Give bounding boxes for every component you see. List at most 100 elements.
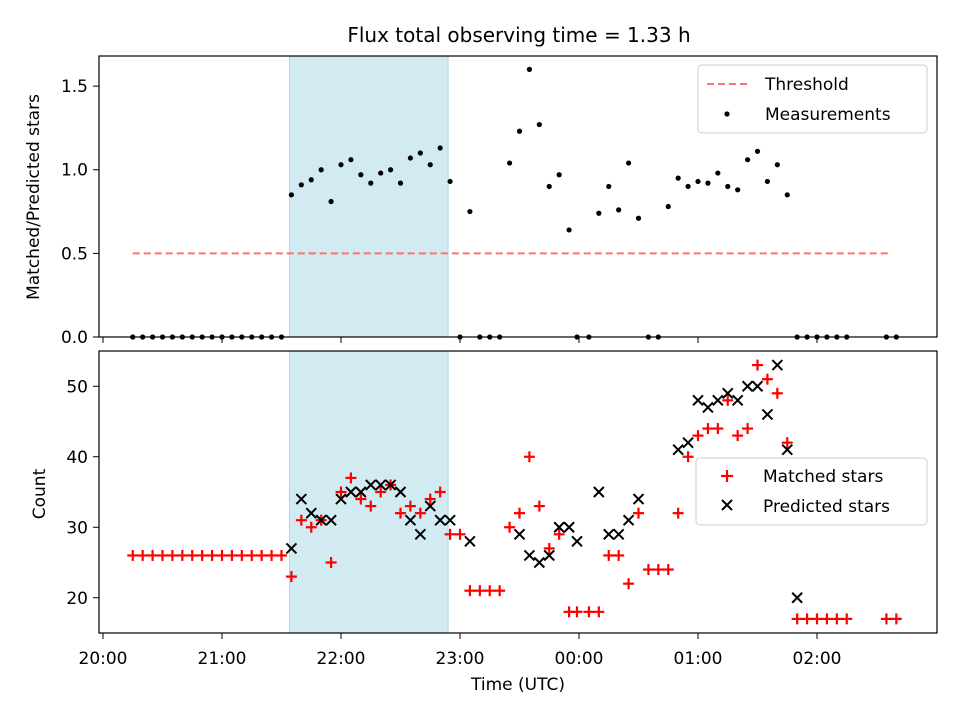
predicted-point xyxy=(791,592,803,604)
shaded-span-rect xyxy=(288,55,449,338)
predicted-point xyxy=(553,521,565,533)
measurement-point xyxy=(754,148,761,154)
legend-measurements-swatch xyxy=(724,111,730,117)
matched-point xyxy=(206,549,218,561)
matched-point xyxy=(821,613,833,625)
bottom-y-ticks: 20 30 40 50 xyxy=(66,377,99,609)
matched-point xyxy=(305,521,317,533)
matched-point xyxy=(166,549,178,561)
measurement-point xyxy=(368,180,374,186)
predicted-point xyxy=(771,359,784,371)
matched-point xyxy=(771,387,783,399)
matched-point xyxy=(474,585,486,597)
matched-point xyxy=(841,613,853,625)
predicted-point xyxy=(305,507,317,519)
predicted-point xyxy=(434,514,446,526)
matched-point xyxy=(424,493,436,505)
matched-point xyxy=(345,472,357,484)
predicted-point xyxy=(702,401,714,414)
matched-point xyxy=(196,549,208,561)
measurement-point xyxy=(665,203,671,210)
measurement-point xyxy=(506,160,513,166)
measurement-point xyxy=(725,183,731,190)
matched-point xyxy=(186,549,198,561)
measurement-point xyxy=(596,210,602,216)
matched-point xyxy=(335,486,347,498)
top-shaded-span xyxy=(288,55,449,338)
predicted-point xyxy=(315,514,327,526)
bottom-y-axis-label: Count xyxy=(30,468,50,519)
matched-point xyxy=(266,549,278,561)
bottom-shaded-span xyxy=(288,350,449,634)
x-tick-label: 20:00 xyxy=(79,649,128,669)
matched-point xyxy=(176,549,188,561)
measurement-point xyxy=(705,180,711,186)
matched-point xyxy=(464,585,476,597)
matched-point xyxy=(256,549,268,561)
predicted-point xyxy=(612,528,625,541)
matched-point xyxy=(365,500,377,512)
matched-point xyxy=(414,507,426,519)
measurement-point xyxy=(774,162,780,168)
predicted-point xyxy=(295,493,308,505)
y-tick-label: 50 xyxy=(66,377,88,397)
matched-point xyxy=(781,437,793,449)
measurement-point xyxy=(744,157,751,163)
predicted-point xyxy=(325,514,337,526)
predicted-point xyxy=(404,514,417,526)
bottom-panel: 20 30 40 50 20:00 21:00 22:00 23:00 00:00 01:00 0… xyxy=(30,350,938,695)
measurement-point xyxy=(308,177,314,183)
matched-point xyxy=(811,613,823,625)
measurement-point xyxy=(467,208,473,215)
matched-point xyxy=(662,564,674,576)
predicted-point xyxy=(365,479,377,491)
predicted-point xyxy=(632,493,645,505)
top-legend: Threshold Measurements xyxy=(697,64,928,134)
predicted-point xyxy=(424,500,436,512)
measurement-point xyxy=(417,150,423,156)
matched-point xyxy=(761,373,773,385)
measurement-point xyxy=(735,187,741,193)
matched-point xyxy=(732,430,744,442)
matched-point xyxy=(375,486,387,498)
matched-point xyxy=(623,578,635,590)
matched-point xyxy=(295,514,307,526)
matched-point xyxy=(553,528,565,540)
matched-point xyxy=(613,549,625,561)
x-tick-label: 00:00 xyxy=(555,649,604,669)
measurement-point xyxy=(288,192,295,198)
predicted-point xyxy=(394,486,407,498)
x-tick-label: 22:00 xyxy=(317,649,366,669)
measurement-point xyxy=(695,178,701,185)
measurement-point xyxy=(387,167,394,173)
matched-point xyxy=(682,451,694,463)
matched-point xyxy=(127,549,139,561)
measurement-point xyxy=(437,145,443,151)
predicted-point xyxy=(345,486,357,498)
measurement-point xyxy=(685,183,691,190)
matched-point xyxy=(395,507,406,519)
bottom-x-ticks: 20:00 21:00 22:00 23:00 00:00 01:00 02:00 xyxy=(79,633,842,669)
matched-point xyxy=(752,359,763,371)
matched-point xyxy=(672,507,684,519)
y-tick-label: 30 xyxy=(66,518,88,538)
predicted-point xyxy=(355,486,367,498)
matched-point xyxy=(494,585,506,597)
bottom-axes-frame xyxy=(98,350,938,634)
predicted-point xyxy=(384,479,397,491)
predicted-point xyxy=(571,535,583,548)
measurement-point xyxy=(427,162,433,168)
x-tick-label: 23:00 xyxy=(436,649,485,669)
predicted-point xyxy=(761,408,774,421)
legend-predicted-label: Predicted stars xyxy=(763,497,890,517)
predicted-point xyxy=(672,443,684,456)
matched-point xyxy=(434,486,446,498)
predicted-point xyxy=(712,394,724,407)
measurement-point xyxy=(516,128,523,134)
predicted-point xyxy=(622,514,635,526)
measurement-point xyxy=(397,180,404,186)
predicted-point xyxy=(692,394,704,407)
measurement-point xyxy=(675,175,681,181)
matched-point xyxy=(791,613,803,625)
